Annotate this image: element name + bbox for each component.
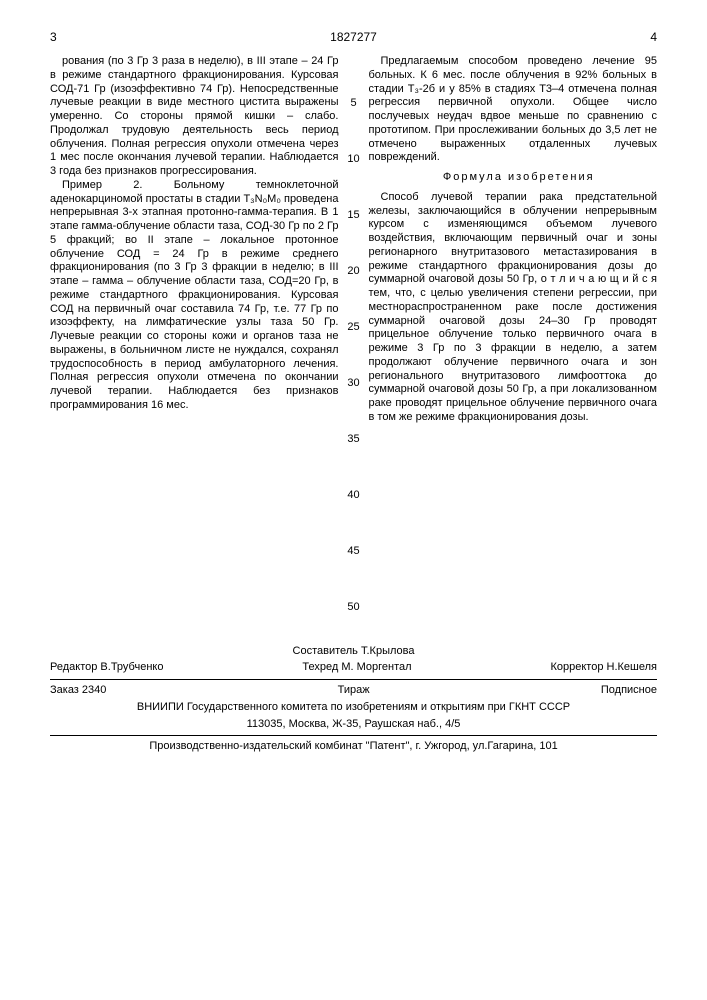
compiler-label: Составитель (293, 645, 358, 657)
column-right: Предлагаемым способом проведено лечение … (369, 55, 658, 425)
ln-45: 45 (344, 545, 364, 559)
staff-row: Редактор В.Трубченко Техред М. Моргентал… (50, 661, 657, 675)
ln-25: 25 (344, 321, 364, 335)
col1-p1: рования (по 3 Гр 3 раза в неделю), в III… (50, 55, 339, 179)
org-line: ВНИИПИ Государственного комитета по изоб… (50, 701, 657, 715)
ln-10: 10 (344, 153, 364, 167)
ln-50: 50 (344, 601, 364, 615)
footer: Составитель Т.Крылова Редактор В.Трубчен… (50, 645, 657, 755)
order-row: Заказ 2340 Тираж Подписное (50, 684, 657, 698)
compiler-name: Т.Крылова (361, 645, 415, 657)
col2-p2: Способ лучевой терапии рака предстательн… (369, 191, 658, 425)
corrector: Корректор Н.Кешеля (550, 661, 657, 675)
ln-20: 20 (344, 265, 364, 279)
tirazh: Тираж (338, 684, 370, 698)
patent-number: 1827277 (57, 30, 651, 45)
page-num-left: 3 (50, 30, 57, 45)
divider-1 (50, 679, 657, 680)
column-left: рования (по 3 Гр 3 раза в неделю), в III… (50, 55, 339, 425)
order: Заказ 2340 (50, 684, 106, 698)
ln-30: 30 (344, 377, 364, 391)
publisher-line: Производственно-издательский комбинат "П… (50, 740, 657, 754)
col1-p2: Пример 2. Больному темноклеточной аденок… (50, 179, 339, 413)
formula-title: Формула изобретения (369, 171, 658, 185)
ln-40: 40 (344, 489, 364, 503)
page-header: 3 1827277 4 (50, 30, 657, 45)
addr-line: 113035, Москва, Ж-35, Раушская наб., 4/5 (50, 718, 657, 732)
col2-p1: Предлагаемым способом проведено лечение … (369, 55, 658, 165)
ln-15: 15 (344, 209, 364, 223)
text-columns: рования (по 3 Гр 3 раза в неделю), в III… (50, 55, 657, 425)
tech: Техред М. Моргентал (302, 661, 411, 675)
sub: Подписное (601, 684, 657, 698)
ln-5: 5 (344, 97, 364, 111)
page-num-right: 4 (650, 30, 657, 45)
divider-2 (50, 735, 657, 736)
compiler-row: Составитель Т.Крылова (50, 645, 657, 659)
editor: Редактор В.Трубченко (50, 661, 163, 675)
ln-35: 35 (344, 433, 364, 447)
